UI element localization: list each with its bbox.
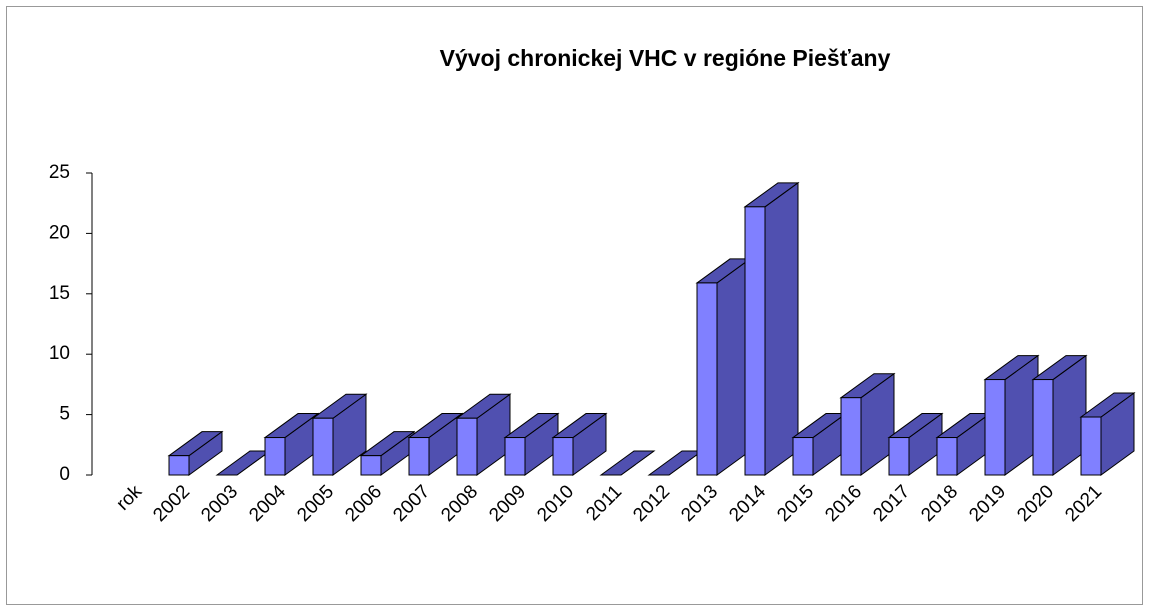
bar: [1079, 392, 1136, 476]
bar: [791, 412, 848, 476]
bar: [263, 412, 320, 476]
bar: [167, 430, 224, 476]
bar: [503, 412, 560, 476]
bar-front: [888, 437, 910, 476]
bar-front: [504, 437, 526, 476]
bar: [311, 393, 368, 476]
bar-front: [168, 455, 190, 476]
bar-side: [764, 181, 799, 476]
bar-front: [552, 437, 574, 476]
bar-top: [599, 450, 656, 476]
bar: [839, 372, 896, 476]
bar-front: [696, 282, 718, 476]
bar: [599, 450, 656, 476]
bar-front: [456, 417, 478, 476]
bar-front: [360, 455, 382, 476]
bar-front: [840, 397, 862, 476]
bar: [407, 412, 464, 476]
bar-front: [312, 417, 334, 476]
bar-front: [1032, 379, 1054, 476]
bar: [359, 430, 416, 476]
bar-front: [408, 437, 430, 476]
bar-front: [744, 206, 766, 476]
chart-title: Vývoj chronickej VHC v regióne Piešťany: [440, 45, 891, 71]
bar-front: [984, 379, 1006, 476]
y-tick-label: 25: [49, 162, 70, 183]
bar: [1031, 354, 1088, 476]
bar-front: [936, 437, 958, 476]
bar-front: [1080, 416, 1102, 476]
chart-frame: [6, 6, 1143, 605]
y-tick-label: 5: [59, 404, 70, 425]
bar: [551, 412, 608, 476]
bar: [455, 393, 512, 476]
y-tick-label: 15: [49, 283, 70, 304]
bar-front: [264, 437, 286, 476]
y-tick-label: 10: [49, 343, 70, 364]
y-tick-label: 20: [49, 222, 70, 243]
bar: [695, 257, 752, 476]
y-tick-label: 0: [59, 464, 70, 485]
bar: [743, 181, 800, 476]
bar: [983, 354, 1040, 476]
bar-front: [792, 437, 814, 476]
bar: [887, 412, 944, 476]
